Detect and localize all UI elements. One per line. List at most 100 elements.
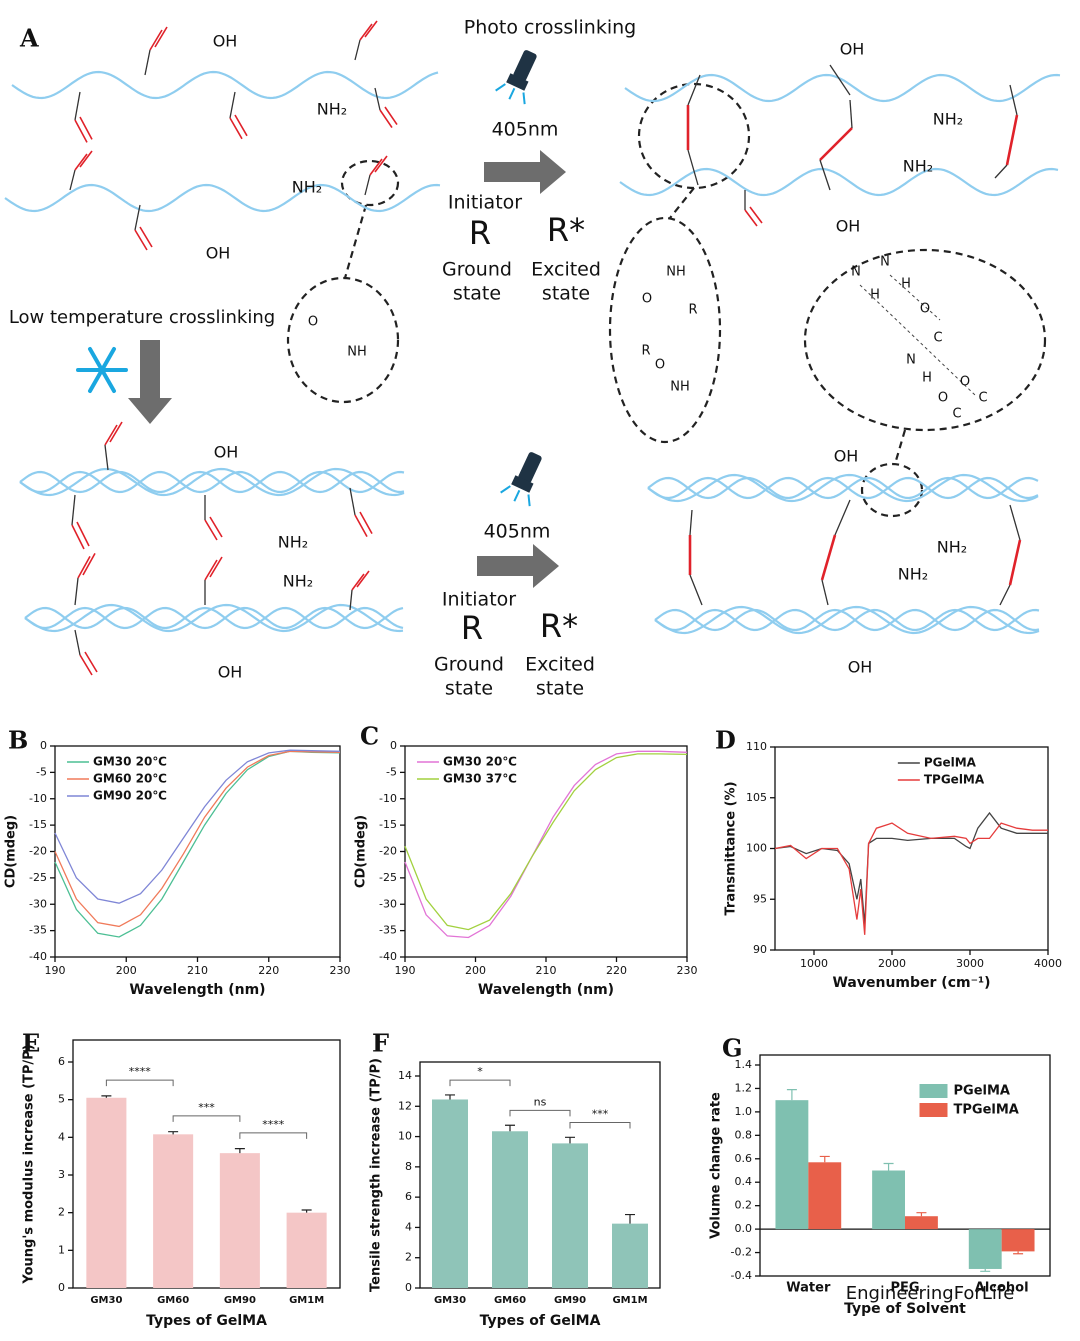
x-tick-label: Alcohol: [975, 1281, 1029, 1296]
y-tick-label: 1.4: [735, 1058, 753, 1071]
dashed-link: [893, 429, 907, 465]
legend-label: PGelMA: [924, 756, 977, 770]
side-chain: [374, 87, 381, 111]
y-tick-label: -40: [379, 950, 397, 963]
legend-label: GM30 37℃: [443, 772, 517, 786]
bar: [968, 1229, 1002, 1269]
diagram-label: R*: [547, 211, 585, 249]
chain: [654, 605, 1040, 635]
diagram-label: OH: [848, 658, 873, 677]
x-tick-label: 210: [187, 964, 208, 977]
diagram-label: NH₂: [283, 572, 313, 591]
x-tick-label: 210: [536, 964, 557, 977]
error-bar: [625, 1213, 635, 1224]
legend-label: GM30 20℃: [443, 755, 517, 769]
series-line: [774, 822, 1048, 935]
diagram-label: state: [453, 283, 501, 305]
x-tick-label: GM1M: [289, 1295, 324, 1306]
diagram-label: OH: [218, 663, 243, 682]
side-chain: [74, 629, 81, 656]
diagram-label: NH: [670, 380, 690, 395]
bar: [808, 1162, 842, 1230]
snowflake: [76, 347, 128, 393]
x-tick-label: Water: [786, 1281, 831, 1296]
chain: [24, 603, 404, 633]
x-axis-title: Wavelength (nm): [478, 982, 614, 998]
diagram-label: 405nm: [492, 119, 559, 141]
y-tick-label: 0: [390, 739, 397, 752]
x-tick-label: 230: [677, 964, 698, 977]
side-chain: [821, 579, 829, 606]
dashed-circle: [286, 276, 400, 404]
legend-label: GM30 20℃: [93, 755, 167, 769]
side-chain: [354, 39, 361, 61]
y-tick-label: -40: [29, 950, 47, 963]
y-tick-label: 6: [58, 1055, 65, 1068]
diagram-label: Ground: [434, 654, 504, 676]
dashed-circle: [803, 248, 1047, 432]
bar: [492, 1131, 528, 1288]
y-axis-title: Transmittance (%): [724, 781, 739, 915]
x-tick-label: GM90: [224, 1295, 256, 1306]
crosslink: [1008, 539, 1022, 586]
y-tick-label: 1.0: [735, 1105, 753, 1118]
flashlight: [495, 50, 537, 105]
side-chain: [834, 499, 851, 536]
diagram-label: R*: [540, 607, 578, 645]
y-tick-label: 3: [58, 1168, 65, 1181]
side-chain: [229, 91, 236, 119]
diagram-label: NH₂: [317, 100, 347, 119]
vinyl: [744, 206, 763, 227]
vinyl: [104, 421, 123, 446]
diagram-label: state: [542, 283, 590, 305]
crosslink: [1005, 114, 1019, 166]
diagram-label: Initiator: [442, 589, 516, 611]
diagram-label: O: [308, 315, 318, 330]
vinyl: [77, 553, 96, 579]
y-tick-label: -10: [29, 792, 47, 805]
chain: [647, 476, 1039, 500]
side-chain: [849, 99, 853, 129]
y-tick-label: -35: [29, 924, 47, 937]
dashed-link: [669, 187, 695, 219]
dashed-circle: [860, 462, 924, 518]
diagram-label: R: [469, 214, 491, 252]
bar: [872, 1170, 905, 1230]
side-chain: [71, 494, 76, 526]
y-tick-label: 105: [746, 791, 767, 804]
diagram-label: NH₂: [903, 157, 933, 176]
diagram-label: NH: [666, 265, 686, 280]
y-tick-label: 0.8: [735, 1128, 753, 1141]
y-tick-label: 90: [753, 943, 767, 956]
side-chain: [1009, 504, 1021, 541]
error-bar: [445, 1094, 455, 1100]
significance-label: ***: [592, 1107, 609, 1120]
chain: [619, 167, 1059, 197]
error-bar: [101, 1095, 112, 1098]
x-axis-title: Wavelength (nm): [129, 982, 265, 998]
diagram-label: H: [922, 371, 932, 386]
arrow: [477, 544, 559, 588]
diagram-label: A: [19, 24, 39, 53]
legend-label: GM90 20℃: [93, 789, 167, 803]
error-bar: [505, 1124, 515, 1132]
y-tick-label: 2: [58, 1206, 65, 1219]
diagram-label: OH: [834, 447, 859, 466]
diagram-label: OH: [836, 217, 861, 236]
side-chain: [689, 574, 703, 606]
significance-label: *: [477, 1065, 483, 1078]
side-chain: [994, 164, 1008, 179]
side-chain: [1009, 84, 1018, 116]
vinyl: [369, 155, 388, 176]
series-line: [774, 811, 1048, 925]
y-tick-label: 4: [405, 1220, 412, 1233]
y-tick-label: 100: [746, 842, 767, 855]
diagram-label: Initiator: [448, 192, 522, 214]
diagram-label: R: [641, 344, 650, 359]
y-axis-title: CD(mdeg): [354, 815, 369, 888]
y-tick-label: 110: [746, 740, 767, 753]
error-bar: [980, 1268, 991, 1272]
x-tick-label: 3000: [956, 957, 984, 970]
significance-bracket: [449, 1079, 511, 1087]
